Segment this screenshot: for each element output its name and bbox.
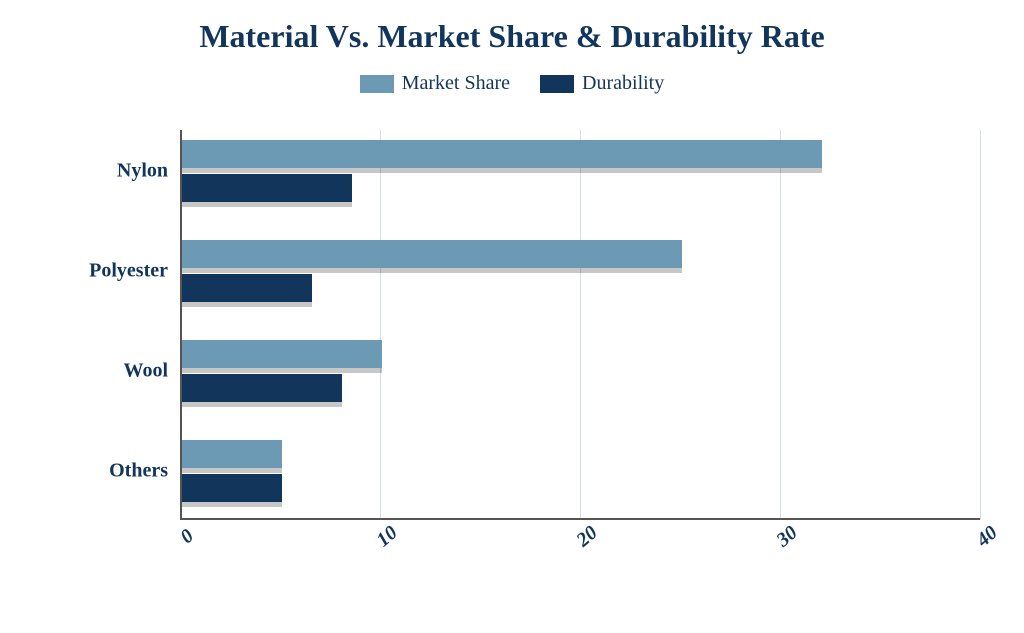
bar-shadow bbox=[182, 368, 382, 373]
x-tick-label: 30 bbox=[772, 522, 802, 552]
grid-line bbox=[780, 130, 781, 520]
x-tick-label: 10 bbox=[372, 522, 402, 552]
category-label: Nylon bbox=[18, 160, 168, 183]
plot-area bbox=[180, 130, 980, 520]
chart-container: Material Vs. Market Share & Durability R… bbox=[0, 0, 1024, 633]
x-tick-label: 40 bbox=[972, 522, 1002, 552]
x-axis bbox=[180, 518, 980, 520]
legend-item-durability: Durability bbox=[540, 72, 664, 95]
bar bbox=[182, 240, 682, 268]
bar bbox=[182, 374, 342, 402]
bar-shadow bbox=[182, 402, 342, 407]
legend-label-durability: Durability bbox=[582, 72, 664, 95]
bar-shadow bbox=[182, 302, 312, 307]
bar-shadow bbox=[182, 502, 282, 507]
x-tick-label: 20 bbox=[572, 522, 602, 552]
bar-shadow bbox=[182, 468, 282, 473]
category-label: Polyester bbox=[18, 260, 168, 283]
legend-label-market-share: Market Share bbox=[402, 72, 510, 95]
bar-shadow bbox=[182, 168, 822, 173]
bar bbox=[182, 440, 282, 468]
legend: Market Share Durability bbox=[0, 72, 1024, 95]
bar-shadow bbox=[182, 268, 682, 273]
legend-swatch-market-share bbox=[360, 75, 394, 93]
bar-shadow bbox=[182, 202, 352, 207]
category-label: Wool bbox=[18, 360, 168, 383]
bar bbox=[182, 274, 312, 302]
x-tick-label: 0 bbox=[176, 525, 198, 549]
grid-line bbox=[980, 130, 981, 520]
bar bbox=[182, 174, 352, 202]
bar bbox=[182, 474, 282, 502]
legend-swatch-durability bbox=[540, 75, 574, 93]
grid-line bbox=[380, 130, 381, 520]
chart-title: Material Vs. Market Share & Durability R… bbox=[0, 18, 1024, 55]
bar bbox=[182, 340, 382, 368]
bar bbox=[182, 140, 822, 168]
y-axis bbox=[180, 130, 182, 520]
category-label: Others bbox=[18, 460, 168, 483]
legend-item-market-share: Market Share bbox=[360, 72, 510, 95]
grid-line bbox=[580, 130, 581, 520]
